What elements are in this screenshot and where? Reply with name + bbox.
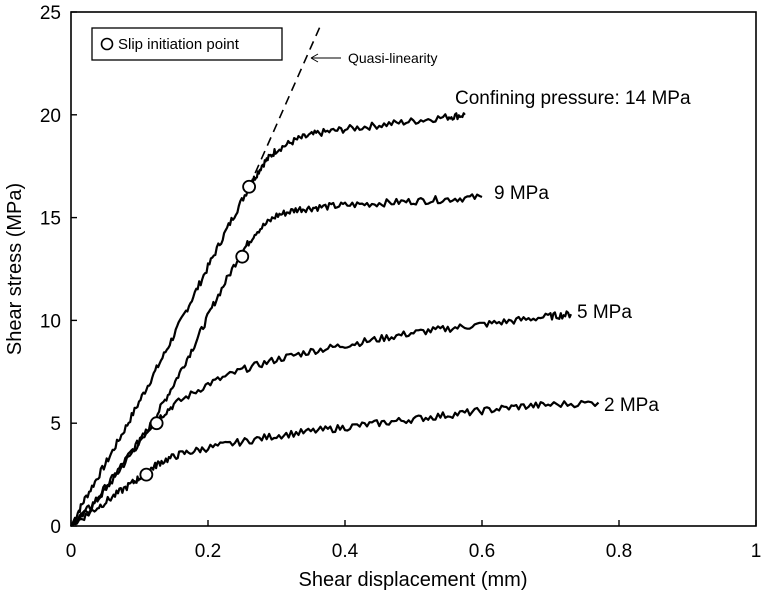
curve-label-14mpa: Confining pressure: 14 MPa <box>455 88 691 109</box>
x-tick-label: 0.6 <box>469 541 495 562</box>
x-tick-label: 0.4 <box>332 541 359 562</box>
y-tick-label: 10 <box>40 311 61 332</box>
y-tick-label: 15 <box>40 209 61 230</box>
quasi-linearity-annotation: Quasi-linearity <box>310 50 437 66</box>
curve-label-9mpa: 9 MPa <box>494 183 549 204</box>
series-lines <box>70 112 600 527</box>
y-tick-label: 25 <box>40 3 61 24</box>
slip-point-5-mpa <box>149 416 164 431</box>
x-tick-label: 1 <box>751 541 762 562</box>
slip-point-9-mpa <box>235 249 250 264</box>
curve-label-2mpa: 2 MPa <box>604 395 659 416</box>
y-tick-label: 20 <box>40 106 61 127</box>
slip-point-2-mpa <box>139 467 154 482</box>
series-line-9-mpa <box>70 193 483 527</box>
series-line-5-mpa <box>70 310 573 527</box>
axis-ticks <box>70 11 757 527</box>
series-line-14-mpa <box>70 112 466 527</box>
slip-points <box>139 179 257 482</box>
legend-box <box>91 27 283 61</box>
y-tick-label: 0 <box>50 517 61 538</box>
x-tick-label: 0.2 <box>195 541 221 562</box>
curve-label-5mpa: 5 MPa <box>577 302 632 323</box>
y-tick-label: 5 <box>50 414 61 435</box>
plot-frame <box>70 11 757 527</box>
quasi-linearity-label: Quasi-linearity <box>348 50 437 66</box>
x-tick-label: 0.8 <box>606 541 632 562</box>
legend-label: Slip initiation point <box>118 36 240 53</box>
legend: Slip initiation point <box>91 27 283 61</box>
legend-marker <box>100 37 114 51</box>
y-axis-title: Shear stress (MPa) <box>4 183 26 355</box>
x-axis-title: Shear displacement (mm) <box>299 569 528 591</box>
annotation-arrowhead <box>310 53 319 63</box>
x-tick-label: 0 <box>66 541 77 562</box>
slip-point-14-mpa <box>242 179 257 194</box>
series-line-2-mpa <box>70 399 600 527</box>
